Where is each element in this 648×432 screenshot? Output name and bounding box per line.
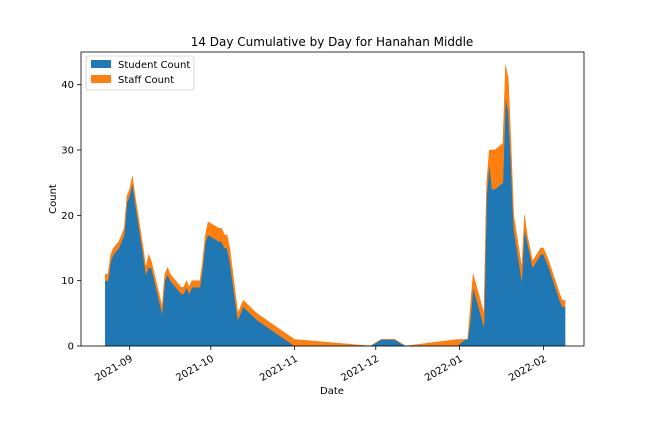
legend-label-student: Student Count	[118, 60, 190, 71]
x-axis: 2021-09 2021-10 2021-11 2021-12 2022-01 2022-…	[93, 346, 549, 384]
y-tick-label: 30	[61, 146, 74, 157]
legend: Student Count Staff Count	[85, 55, 195, 91]
x-tick-label: 2021-09	[93, 354, 135, 384]
area-staff-count	[105, 65, 566, 347]
x-tick-label: 2021-12	[339, 354, 381, 384]
y-axis: 0 10 20 30 40	[61, 80, 81, 353]
legend-swatch-student	[91, 60, 111, 68]
y-tick-label: 20	[61, 211, 74, 222]
x-axis-label: Date	[320, 386, 344, 397]
x-tick-label: 2022-02	[507, 354, 549, 384]
y-tick-label: 10	[61, 276, 74, 287]
y-tick-label: 0	[68, 342, 74, 353]
plot-frame	[80, 51, 585, 347]
plot-area: 2021-09 2021-10 2021-11 2021-12 2022-01 2022-…	[61, 51, 585, 384]
x-tick-label: 2021-10	[174, 354, 216, 384]
area-student-count	[105, 97, 566, 347]
x-tick-label: 2022-01	[423, 354, 465, 384]
y-tick-label: 40	[61, 80, 74, 91]
x-tick-label: 2021-11	[258, 354, 300, 384]
legend-swatch-staff	[91, 75, 111, 83]
area-series-group	[105, 65, 566, 347]
chart-title: 14 Day Cumulative by Day for Hanahan Mid…	[191, 35, 474, 49]
y-axis-label: Count	[48, 184, 59, 214]
legend-label-staff: Staff Count	[118, 75, 174, 86]
legend-box	[85, 55, 195, 91]
